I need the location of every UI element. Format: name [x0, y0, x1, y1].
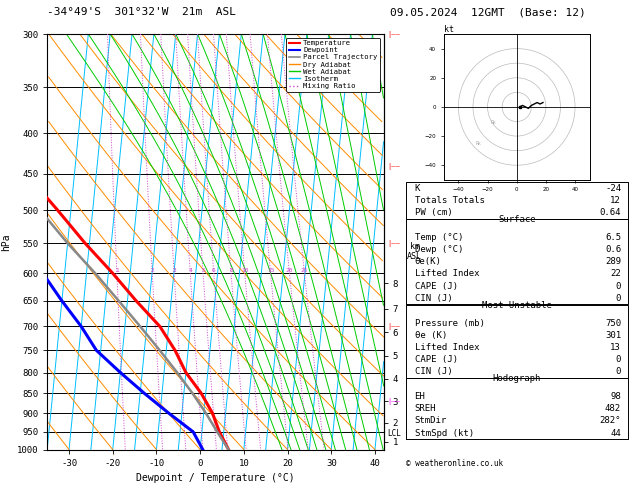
Text: 8: 8 [229, 268, 233, 273]
Text: -34°49'S  301°32'W  21m  ASL: -34°49'S 301°32'W 21m ASL [47, 7, 236, 17]
Text: PW (cm): PW (cm) [415, 208, 452, 217]
Text: Totals Totals: Totals Totals [415, 196, 484, 205]
Text: 25: 25 [301, 268, 308, 273]
Text: θe (K): θe (K) [415, 331, 447, 340]
Text: Pressure (mb): Pressure (mb) [415, 319, 484, 328]
Text: 750: 750 [605, 319, 621, 328]
Text: Surface: Surface [498, 215, 535, 224]
Text: 44: 44 [610, 429, 621, 438]
Text: Lifted Index: Lifted Index [415, 343, 479, 352]
Text: 20: 20 [286, 268, 293, 273]
Legend: Temperature, Dewpoint, Parcel Trajectory, Dry Adiabat, Wet Adiabat, Isotherm, Mi: Temperature, Dewpoint, Parcel Trajectory… [286, 37, 380, 91]
Y-axis label: hPa: hPa [1, 233, 11, 251]
Text: 282°: 282° [599, 417, 621, 426]
Text: |——: |—— [387, 240, 399, 247]
Text: Hodograph: Hodograph [493, 374, 541, 383]
Text: 301: 301 [605, 331, 621, 340]
Text: kt: kt [444, 25, 454, 34]
Text: 0: 0 [616, 367, 621, 376]
Text: θe(K): θe(K) [415, 257, 442, 266]
Text: Most Unstable: Most Unstable [482, 301, 552, 310]
Text: 0: 0 [616, 294, 621, 303]
Text: CAPE (J): CAPE (J) [415, 281, 457, 291]
Text: Temp (°C): Temp (°C) [415, 233, 463, 242]
Text: 0.64: 0.64 [599, 208, 621, 217]
Text: Lifted Index: Lifted Index [415, 269, 479, 278]
X-axis label: Dewpoint / Temperature (°C): Dewpoint / Temperature (°C) [136, 473, 295, 483]
Text: StmSpd (kt): StmSpd (kt) [415, 429, 474, 438]
Text: |——: |—— [387, 323, 399, 330]
Text: © weatheronline.co.uk: © weatheronline.co.uk [406, 459, 503, 469]
Text: 6: 6 [212, 268, 216, 273]
Text: CAPE (J): CAPE (J) [415, 355, 457, 364]
Text: 0: 0 [616, 355, 621, 364]
Text: 289: 289 [605, 257, 621, 266]
Text: Dewp (°C): Dewp (°C) [415, 245, 463, 254]
Text: 482: 482 [605, 404, 621, 414]
Text: 4: 4 [188, 268, 192, 273]
Text: 5: 5 [201, 268, 205, 273]
Text: 2: 2 [150, 268, 154, 273]
Text: 09.05.2024  12GMT  (Base: 12): 09.05.2024 12GMT (Base: 12) [390, 7, 586, 17]
Text: 12: 12 [610, 196, 621, 205]
Text: 22: 22 [610, 269, 621, 278]
Text: -24: -24 [605, 184, 621, 193]
Y-axis label: km
ASL: km ASL [407, 242, 422, 261]
Text: |——: |—— [387, 398, 399, 405]
Text: 98: 98 [610, 392, 621, 401]
Text: CIN (J): CIN (J) [415, 367, 452, 376]
Text: Rk: Rk [491, 121, 496, 125]
Text: 13: 13 [610, 343, 621, 352]
Text: SREH: SREH [415, 404, 436, 414]
Text: CIN (J): CIN (J) [415, 294, 452, 303]
Text: EH: EH [415, 392, 425, 401]
Text: 10: 10 [241, 268, 248, 273]
Text: 6.5: 6.5 [605, 233, 621, 242]
Text: 1: 1 [115, 268, 119, 273]
Text: 15: 15 [267, 268, 274, 273]
Text: 0: 0 [616, 281, 621, 291]
Text: 3: 3 [172, 268, 176, 273]
Text: K: K [415, 184, 420, 193]
Text: |——: |—— [387, 163, 399, 170]
Text: StmDir: StmDir [415, 417, 447, 426]
Text: 0.6: 0.6 [605, 245, 621, 254]
Text: Rk: Rk [476, 141, 482, 146]
Text: LCL: LCL [387, 429, 401, 438]
Text: |——: |—— [387, 31, 399, 37]
